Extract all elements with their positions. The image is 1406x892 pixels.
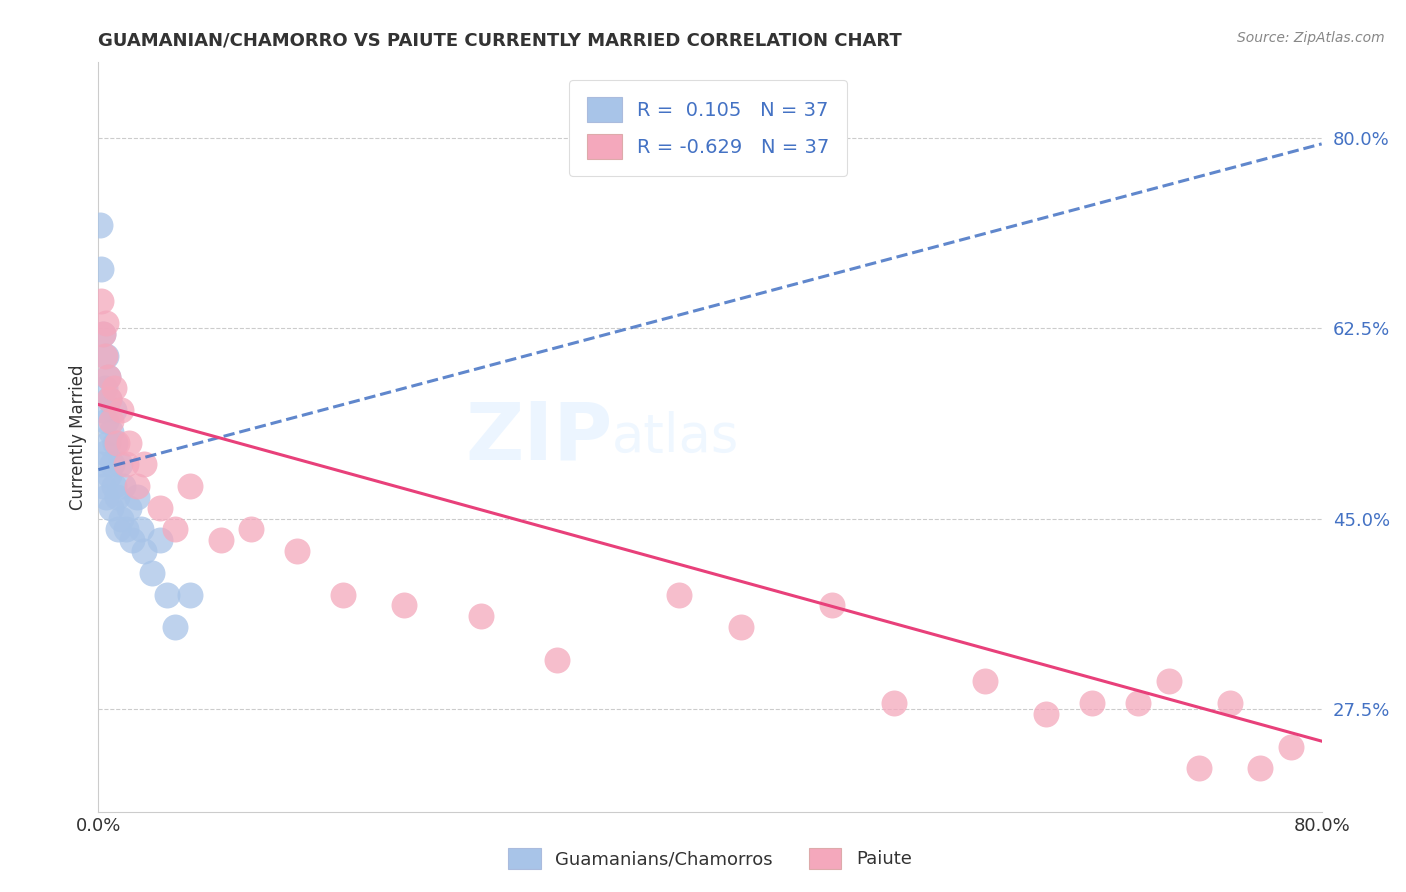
Point <box>98 392 121 406</box>
Point <box>98 392 121 406</box>
Point <box>100 414 122 428</box>
Point <box>125 490 148 504</box>
Text: GUAMANIAN/CHAMORRO VS PAIUTE CURRENTLY MARRIED CORRELATION CHART: GUAMANIAN/CHAMORRO VS PAIUTE CURRENTLY M… <box>98 32 903 50</box>
Point <box>105 435 128 450</box>
Point <box>91 326 114 341</box>
Point <box>118 500 141 515</box>
Point <box>100 425 122 439</box>
Point <box>103 403 125 417</box>
Point <box>105 490 128 504</box>
Point <box>156 588 179 602</box>
Point <box>149 500 172 515</box>
Text: ZIP: ZIP <box>465 398 612 476</box>
Point <box>163 522 186 536</box>
Point <box>110 511 132 525</box>
Text: Source: ZipAtlas.com: Source: ZipAtlas.com <box>1237 31 1385 45</box>
Point <box>118 435 141 450</box>
Point <box>730 620 752 634</box>
Point <box>1081 696 1104 710</box>
Point <box>94 414 117 428</box>
Point <box>1157 674 1180 689</box>
Point <box>163 620 186 634</box>
Point <box>90 457 112 471</box>
Point <box>149 533 172 548</box>
Point <box>1188 761 1211 775</box>
Point <box>125 479 148 493</box>
Point <box>93 349 115 363</box>
Point <box>115 522 138 536</box>
Legend: Guamanians/Chamorros, Paiute: Guamanians/Chamorros, Paiute <box>499 838 921 878</box>
Text: atlas: atlas <box>612 411 740 463</box>
Point <box>91 479 114 493</box>
Point <box>107 522 129 536</box>
Point <box>97 370 120 384</box>
Point <box>668 588 690 602</box>
Point <box>1128 696 1150 710</box>
Point <box>179 588 201 602</box>
Point <box>91 403 114 417</box>
Point <box>89 219 111 233</box>
Point <box>94 349 117 363</box>
Point <box>1219 696 1241 710</box>
Point <box>1249 761 1271 775</box>
Point <box>104 435 127 450</box>
Point <box>93 446 115 460</box>
Point <box>546 653 568 667</box>
Point <box>209 533 232 548</box>
Point <box>1035 706 1057 721</box>
Point <box>90 261 112 276</box>
Point <box>821 599 844 613</box>
Point <box>115 457 138 471</box>
Point <box>101 457 124 471</box>
Point <box>90 294 112 309</box>
Point <box>179 479 201 493</box>
Point <box>285 544 308 558</box>
Point <box>97 370 120 384</box>
Point <box>883 696 905 710</box>
Point <box>94 316 117 330</box>
Point <box>134 457 156 471</box>
Point <box>97 435 120 450</box>
Point <box>91 326 114 341</box>
Point <box>93 381 115 395</box>
Point <box>100 500 122 515</box>
Point <box>98 468 121 483</box>
Point <box>332 588 354 602</box>
Y-axis label: Currently Married: Currently Married <box>69 364 87 510</box>
Point <box>470 609 492 624</box>
Point <box>974 674 997 689</box>
Point <box>94 490 117 504</box>
Point <box>103 479 125 493</box>
Point <box>134 544 156 558</box>
Point <box>1279 739 1302 754</box>
Point <box>108 457 131 471</box>
Point <box>103 381 125 395</box>
Point <box>129 522 152 536</box>
Point <box>121 533 143 548</box>
Point <box>141 566 163 580</box>
Point <box>240 522 263 536</box>
Point <box>392 599 416 613</box>
Point <box>110 403 132 417</box>
Point <box>111 479 134 493</box>
